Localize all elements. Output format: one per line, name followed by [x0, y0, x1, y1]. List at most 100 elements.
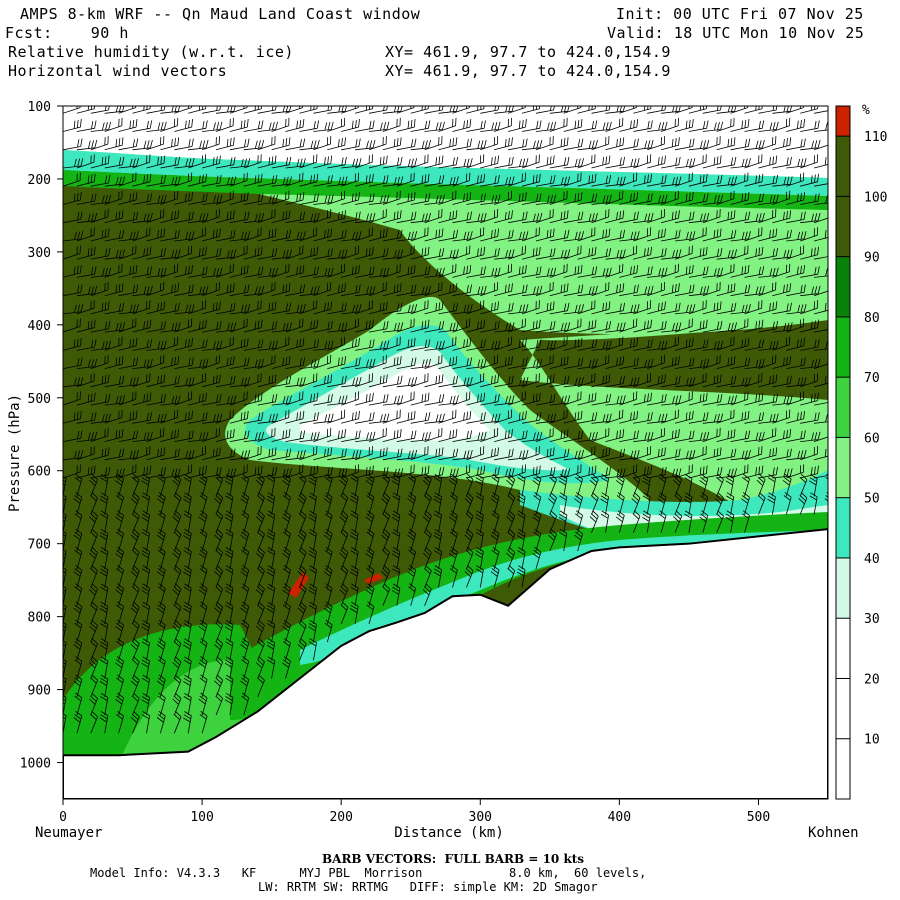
wind-barb — [76, 319, 96, 333]
wind-barb — [271, 283, 291, 297]
wind-barb — [141, 547, 150, 570]
wind-barb — [299, 154, 318, 169]
wind-barb — [549, 283, 569, 297]
wind-barb — [494, 429, 513, 442]
wind-barb — [355, 266, 375, 278]
wind-barb — [285, 410, 305, 424]
wind-barb — [118, 430, 139, 442]
wind-barb — [786, 410, 805, 424]
wind-barb — [100, 474, 109, 497]
wind-barb — [225, 601, 234, 624]
wind-barb — [188, 173, 207, 187]
wind-barb — [814, 122, 828, 132]
wind-barb — [702, 413, 724, 424]
wind-barb — [188, 373, 206, 388]
wind-barb — [494, 210, 513, 224]
wind-barb — [702, 194, 724, 205]
wind-barb — [688, 173, 708, 187]
wind-barb — [658, 510, 667, 533]
wind-barb — [438, 283, 458, 297]
wind-barb — [661, 448, 681, 461]
wind-barb — [633, 154, 652, 169]
wind-barb — [508, 284, 528, 297]
wind-barb — [521, 193, 542, 205]
wind-barb — [199, 637, 208, 661]
wind-barb — [424, 194, 445, 205]
wind-barb — [605, 375, 625, 388]
wind-barb — [215, 409, 234, 424]
wind-barb — [349, 601, 359, 624]
wind-barb — [365, 583, 375, 606]
wind-barb — [786, 231, 807, 242]
wind-barb — [466, 173, 486, 187]
wind-barb — [772, 117, 791, 132]
wind-barb — [90, 121, 112, 132]
colorbar-swatch — [836, 678, 850, 739]
wind-barb — [243, 173, 263, 187]
wind-barb — [285, 119, 305, 132]
wind-barb — [63, 585, 67, 606]
wind-barb — [660, 190, 679, 205]
wind-barb — [131, 473, 140, 497]
wind-barb — [183, 656, 192, 679]
wind-barb — [198, 546, 208, 570]
wind-barb — [466, 392, 486, 406]
wind-barb — [786, 119, 805, 132]
wind-barb — [241, 473, 250, 497]
wind-barb — [688, 339, 709, 351]
wind-barb — [674, 492, 683, 515]
wind-barb — [577, 392, 597, 406]
wind-barb — [424, 175, 445, 187]
wind-barb — [424, 281, 443, 297]
wind-barb — [341, 172, 359, 187]
wind-barb — [619, 410, 639, 424]
wind-barb — [299, 173, 319, 187]
wind-barb — [255, 546, 265, 570]
wind-barb — [605, 229, 625, 242]
wind-barb — [535, 340, 557, 351]
wind-barb — [438, 137, 458, 151]
wind-barb — [327, 156, 347, 169]
wind-barb — [465, 510, 474, 533]
wind-barb — [684, 474, 693, 497]
wind-barb — [156, 528, 166, 552]
wind-barb — [323, 492, 333, 515]
wind-barb — [619, 318, 638, 333]
wind-barb — [299, 139, 320, 151]
wind-barb — [299, 392, 319, 406]
wind-barb — [339, 473, 349, 497]
wind-barb — [480, 393, 500, 406]
wind-barb — [741, 510, 750, 533]
wind-barb — [241, 619, 250, 643]
wind-barb — [90, 565, 98, 588]
wind-barb — [591, 155, 611, 169]
colorbar-label: 40 — [864, 552, 880, 567]
wind-barb — [229, 464, 248, 479]
wind-barb — [104, 302, 125, 315]
wind-barb — [605, 322, 626, 333]
wind-barb — [257, 393, 278, 406]
wind-barb — [744, 431, 765, 442]
wind-barb — [517, 474, 526, 497]
wind-barb — [313, 228, 333, 242]
wind-barb — [408, 583, 417, 606]
wind-barb — [368, 267, 390, 278]
wind-barb — [452, 376, 473, 388]
y-tick-label: 600 — [28, 465, 51, 480]
wind-barb — [271, 210, 291, 224]
wind-barb — [464, 492, 474, 515]
wind-barb — [786, 391, 805, 406]
wind-barb — [354, 300, 373, 315]
wind-barb — [271, 156, 292, 169]
colorbar-swatch — [836, 497, 850, 558]
wind-barb — [491, 510, 500, 533]
wind-barb — [786, 318, 805, 333]
wind-barb — [382, 190, 401, 205]
wind-barb — [591, 340, 612, 351]
wind-barb — [466, 139, 487, 151]
wind-barb — [324, 473, 333, 497]
colorbar-swatch — [836, 437, 850, 498]
wind-barb — [324, 619, 333, 643]
wind-barb — [285, 211, 306, 224]
wind-barb — [341, 337, 360, 351]
